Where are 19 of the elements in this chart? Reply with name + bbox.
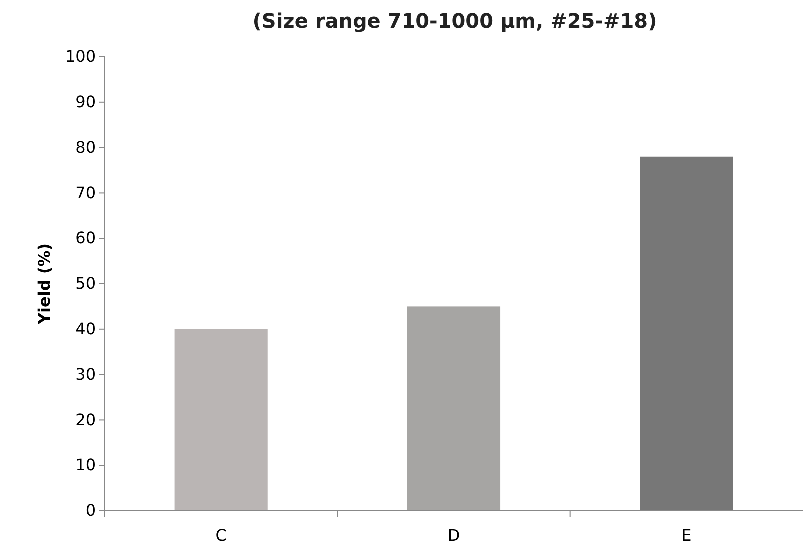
y-tick-label: 50 <box>76 274 96 294</box>
chart-title: (Size range 710-1000 µm, #25-#18) <box>252 9 658 33</box>
y-tick-label: 90 <box>76 92 96 112</box>
y-tick-label: 20 <box>76 410 96 430</box>
x-tick-label: D <box>448 526 460 545</box>
y-tick-label: 30 <box>76 364 96 384</box>
y-tick-label: 40 <box>76 320 96 339</box>
y-tick-label: 100 <box>65 47 96 66</box>
bar <box>174 329 268 511</box>
bar <box>640 156 734 511</box>
y-tick-label: 0 <box>86 501 96 520</box>
y-axis-title: Yield (%) <box>35 243 54 326</box>
bar <box>407 306 501 511</box>
y-tick-label: 80 <box>76 138 96 157</box>
y-tick-label: 70 <box>76 183 96 202</box>
y-tick-label: 60 <box>76 228 96 248</box>
x-tick-label: E <box>682 526 692 545</box>
y-tick-label: 10 <box>76 456 96 475</box>
x-tick-label: C <box>216 526 227 545</box>
